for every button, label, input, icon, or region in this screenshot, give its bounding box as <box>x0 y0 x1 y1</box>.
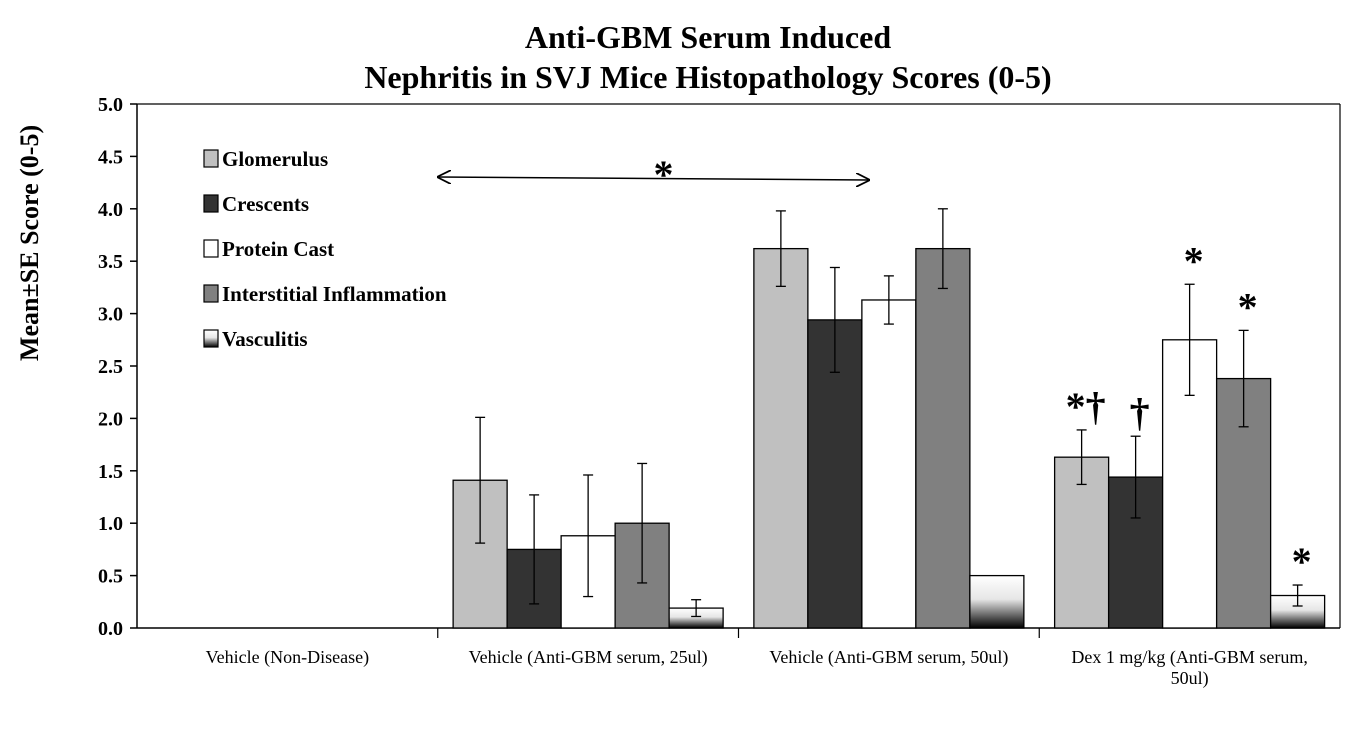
significance-mark: * <box>1184 238 1204 283</box>
bar <box>969 574 1025 629</box>
legend-swatch <box>203 239 219 258</box>
legend-swatch <box>203 194 219 213</box>
significance-mark: *† <box>1066 384 1106 429</box>
y-tick-label: 5.0 <box>98 94 123 116</box>
y-tick-label: 0.5 <box>98 566 123 588</box>
legend-label: Interstitial Inflammation <box>222 282 447 306</box>
y-tick-label: 1.5 <box>98 461 123 483</box>
y-tick-label: 3.5 <box>98 251 123 273</box>
significance-star: * <box>654 152 674 197</box>
y-tick-label: 2.5 <box>98 356 123 378</box>
chart-title-line-1: Anti-GBM Serum Induced <box>525 19 891 55</box>
annotations: * *† † * * * <box>438 152 1312 584</box>
y-tick-label: 4.5 <box>98 146 123 168</box>
y-tick-label: 0.0 <box>98 618 123 640</box>
x-tick-label: 50ul) <box>1171 668 1209 689</box>
y-axis-label: Mean±SE Score (0-5) <box>15 125 44 361</box>
y-tick-label: 4.0 <box>98 199 123 221</box>
legend-swatch <box>203 149 219 168</box>
x-tick-label: Vehicle (Non-Disease) <box>206 647 369 668</box>
bar <box>753 247 809 629</box>
legend-label: Glomerulus <box>222 147 328 171</box>
legend-swatch <box>203 284 219 303</box>
y-tick-label: 2.0 <box>98 408 123 430</box>
bar <box>1053 456 1110 629</box>
legend-label: Vasculitis <box>222 327 308 351</box>
significance-arrow <box>438 177 869 180</box>
x-tick-label: Vehicle (Anti-GBM serum, 50ul) <box>769 647 1008 668</box>
x-tick-label: Dex 1 mg/kg (Anti-GBM serum, <box>1071 647 1307 668</box>
legend-swatch <box>203 329 219 348</box>
chart-title-line-2: Nephritis in SVJ Mice Histopathology Sco… <box>364 59 1051 95</box>
significance-mark: † <box>1130 390 1150 435</box>
significance-mark: * <box>1292 539 1312 584</box>
bar <box>915 247 971 629</box>
significance-mark: * <box>1238 284 1258 329</box>
legend-label: Crescents <box>222 192 309 216</box>
bar <box>1161 339 1218 629</box>
y-tick-label: 1.0 <box>98 513 123 535</box>
legend-label: Protein Cast <box>222 237 334 261</box>
bar <box>861 299 917 629</box>
y-tick-label: 3.0 <box>98 304 123 326</box>
x-tick-label: Vehicle (Anti-GBM serum, 25ul) <box>469 647 708 668</box>
plot-area: 0.0 0.5 1.0 1.5 2.0 2.5 3.0 3.5 4.0 4.5 5.0 Vehicle… <box>98 94 1341 689</box>
legend: Glomerulus Crescents Protein Cast Interstit… <box>203 147 447 351</box>
